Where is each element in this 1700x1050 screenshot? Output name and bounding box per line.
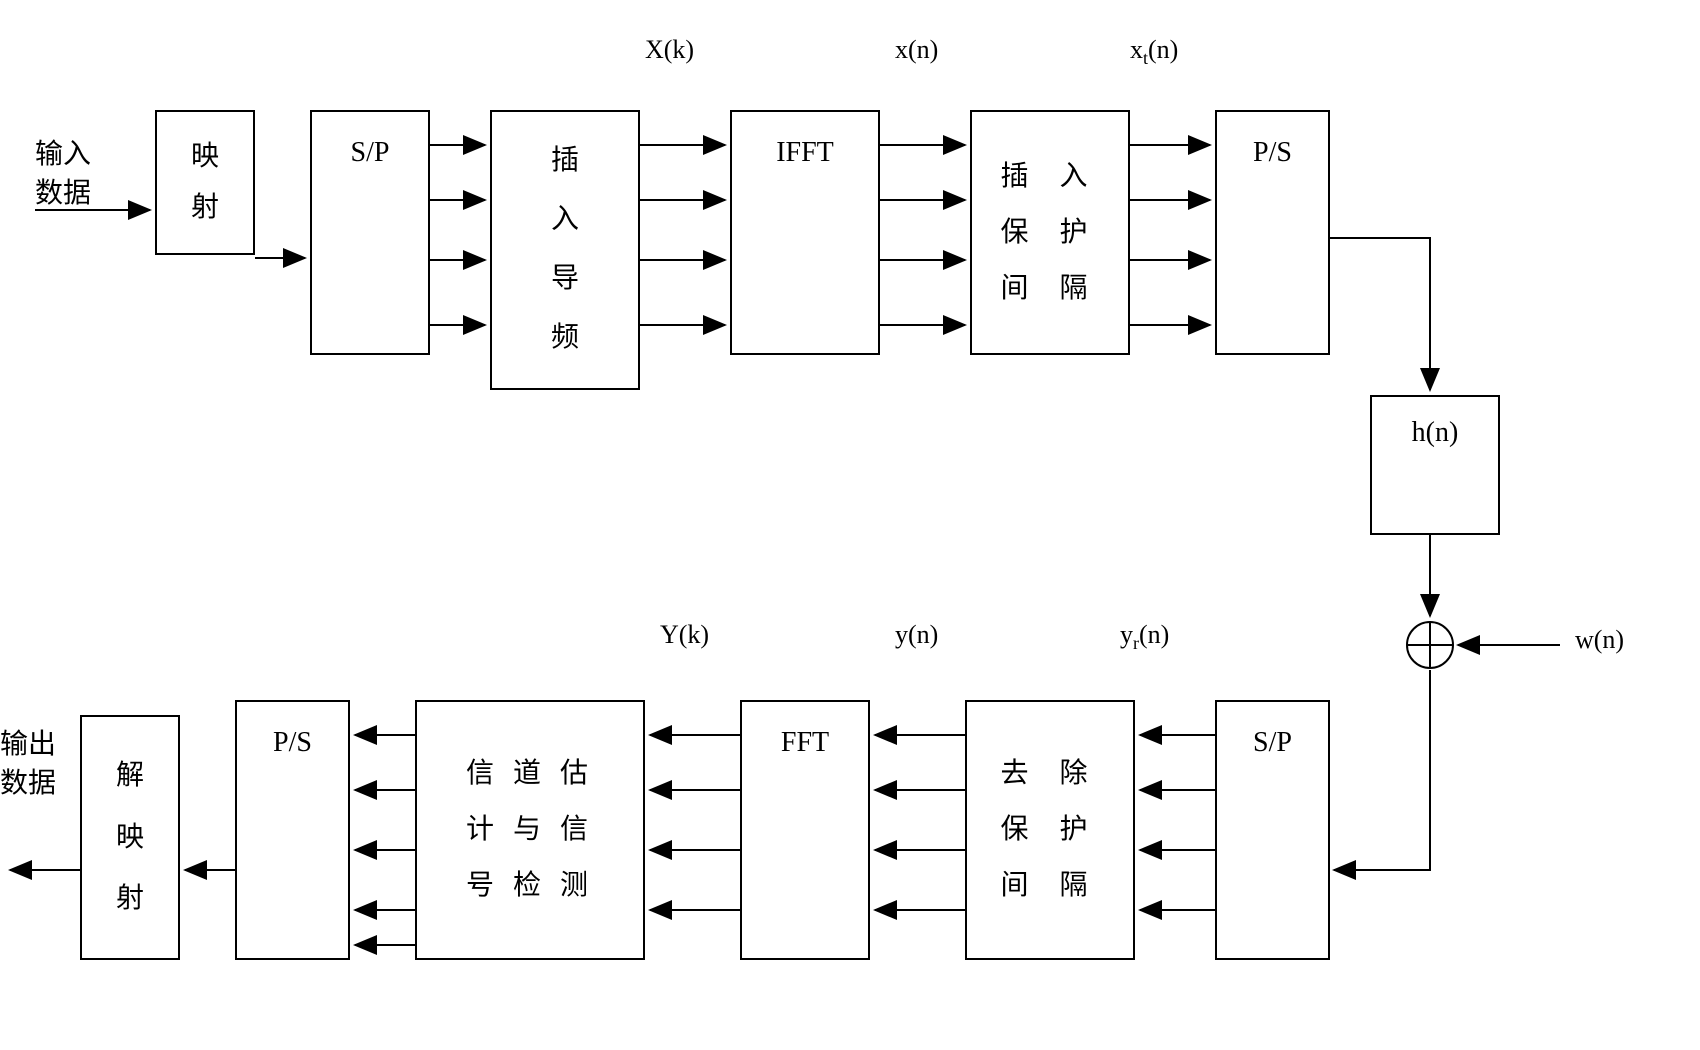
- block-ifft: IFFT: [730, 110, 880, 355]
- block-fft: FFT: [740, 700, 870, 960]
- block-ps-bottom: P/S: [235, 700, 350, 960]
- block-channel-hn: h(n): [1370, 395, 1500, 535]
- signal-yn: y(n): [895, 620, 938, 650]
- signal-yk: Y(k): [660, 620, 709, 650]
- signal-xn: x(n): [895, 35, 938, 65]
- signal-xk: X(k): [645, 35, 694, 65]
- block-sp-top: S/P: [310, 110, 430, 355]
- block-guard-insert: 插 入保 护间 隔: [970, 110, 1130, 355]
- input-data-label: 输入数据: [35, 135, 91, 213]
- block-mapping: 映射: [155, 110, 255, 255]
- block-insert-pilot: 插入导频: [490, 110, 640, 390]
- signal-xtn: xt(n): [1130, 35, 1178, 69]
- block-channel-estimation: 信 道 估计 与 信号 检 测: [415, 700, 645, 960]
- block-guard-remove: 去 除保 护间 隔: [965, 700, 1135, 960]
- signal-yrn: yr(n): [1120, 620, 1169, 654]
- output-data-label: 输出数据: [0, 725, 56, 803]
- block-demapping: 解映射: [80, 715, 180, 960]
- noise-label: w(n): [1575, 625, 1624, 655]
- adder-circle: [1405, 620, 1455, 670]
- block-sp-bottom: S/P: [1215, 700, 1330, 960]
- block-ps-top: P/S: [1215, 110, 1330, 355]
